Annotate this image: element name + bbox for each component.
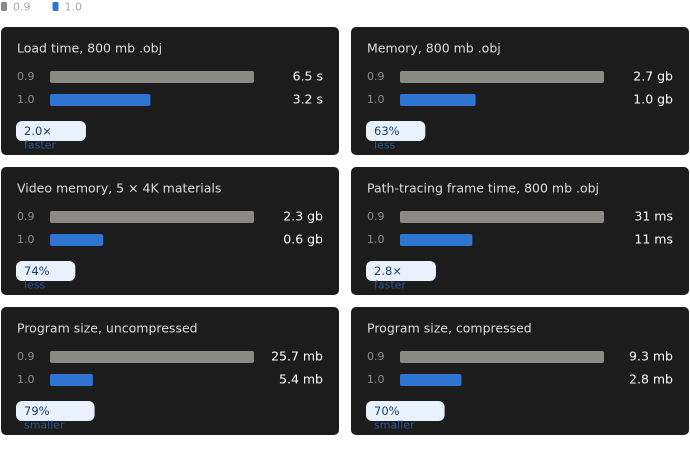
bar — [50, 94, 151, 106]
card-background — [1, 27, 339, 155]
value-label: 3.2 s — [293, 92, 323, 107]
card: Path-tracing frame time, 800 mb .obj 0.9 3… — [351, 167, 689, 295]
row-label: 0.9 — [367, 350, 385, 363]
card-background — [351, 27, 689, 155]
row-label: 1.0 — [17, 373, 35, 386]
row-label: 0.9 — [367, 210, 385, 223]
badge — [366, 401, 445, 421]
value-label: 2.8 mb — [629, 372, 673, 387]
badge — [366, 261, 436, 281]
badge-note: less — [24, 279, 46, 292]
card: Memory, 800 mb .obj 0.9 2.7 gb 1.0 1.0 gb 63%… — [351, 27, 689, 155]
row-label: 1.0 — [367, 93, 385, 106]
row-label: 0.9 — [17, 350, 35, 363]
card: Program size, uncompressed 0.9 25.7 mb 1.0 5… — [1, 307, 339, 435]
value-label: 6.5 s — [293, 69, 323, 84]
bar — [400, 211, 604, 223]
badge-value: 74% — [24, 264, 50, 278]
value-label: 11 ms — [634, 232, 673, 247]
row-label: 1.0 — [17, 233, 35, 246]
card-background — [351, 167, 689, 295]
value-label: 25.7 mb — [271, 349, 323, 364]
value-label: 2.7 gb — [633, 69, 673, 84]
card-title: Program size, uncompressed — [17, 321, 198, 336]
badge — [16, 401, 95, 421]
card-background — [1, 167, 339, 295]
bar — [50, 351, 254, 363]
bar — [400, 94, 476, 106]
row-label: 0.9 — [17, 210, 35, 223]
badge-value: 2.0× — [24, 124, 52, 138]
legend-swatch — [52, 2, 59, 11]
badge-note: faster — [374, 279, 406, 292]
value-label: 5.4 mb — [279, 372, 323, 387]
card-title: Video memory, 5 × 4K materials — [17, 181, 221, 196]
badge-note: faster — [24, 139, 56, 152]
card-title: Load time, 800 mb .obj — [17, 41, 162, 56]
bar — [50, 234, 104, 246]
badge — [16, 121, 86, 141]
bar — [400, 71, 604, 83]
row-label: 1.0 — [367, 373, 385, 386]
card: Video memory, 5 × 4K materials 0.9 2.3 gb 1… — [1, 167, 339, 295]
legend-swatch — [1, 2, 7, 11]
badge — [366, 121, 426, 141]
row-label: 0.9 — [17, 70, 35, 83]
badge — [16, 261, 76, 281]
bar — [50, 71, 254, 83]
bar — [400, 374, 462, 386]
card-title: Memory, 800 mb .obj — [367, 41, 501, 56]
card: Load time, 800 mb .obj 0.9 6.5 s 1.0 3.2 s 2.… — [1, 27, 339, 155]
bar — [50, 374, 93, 386]
badge-note: smaller — [374, 419, 415, 432]
badge-note: less — [374, 139, 396, 152]
value-label: 1.0 gb — [633, 92, 673, 107]
badge-value: 63% — [374, 124, 400, 138]
badge-note: smaller — [24, 419, 65, 432]
card: Program size, compressed 0.9 9.3 mb 1.0 2.8 … — [351, 307, 689, 435]
card-title: Program size, compressed — [367, 321, 532, 336]
value-label: 2.3 gb — [283, 209, 323, 224]
row-label: 1.0 — [17, 93, 35, 106]
bar — [50, 211, 254, 223]
badge-value: 2.8× — [374, 264, 402, 278]
legend-label: 1.0 — [65, 1, 83, 14]
value-label: 31 ms — [634, 209, 673, 224]
row-label: 1.0 — [367, 233, 385, 246]
legend-label: 0.9 — [13, 1, 31, 14]
bar — [400, 234, 473, 246]
bar — [400, 351, 604, 363]
badge-value: 79% — [24, 404, 50, 418]
badge-value: 70% — [374, 404, 400, 418]
value-label: 9.3 mb — [629, 349, 673, 364]
card-title: Path-tracing frame time, 800 mb .obj — [367, 181, 599, 196]
row-label: 0.9 — [367, 70, 385, 83]
value-label: 0.6 gb — [283, 232, 323, 247]
